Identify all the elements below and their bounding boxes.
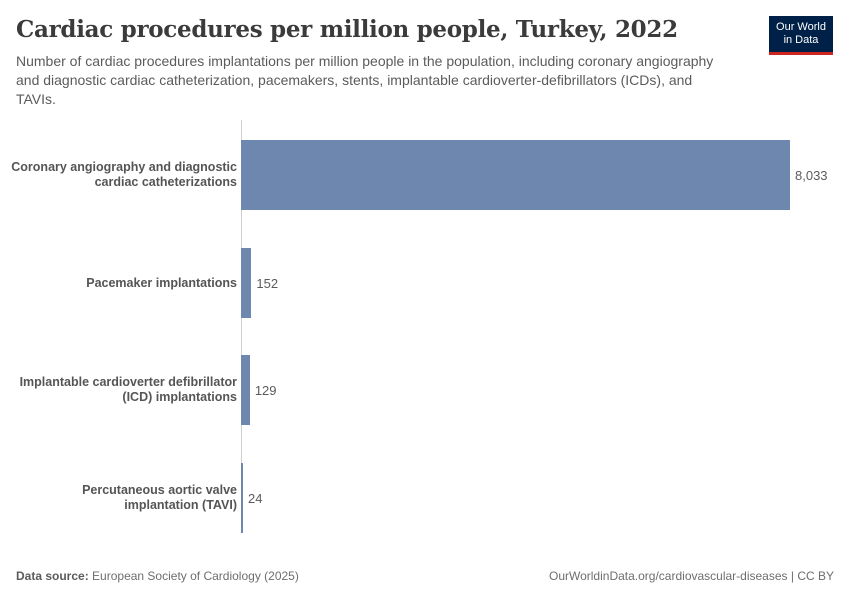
chart-title: Cardiac procedures per million people, T… [16,16,678,43]
bar-label: Coronary angiography and diagnostic card… [11,160,237,189]
source-text[interactable]: European Society of Cardiology (2025) [92,569,299,583]
bar[interactable] [241,140,790,210]
bar-row: Percutaneous aortic valve implantation (… [0,463,850,533]
bar-value: 129 [254,382,277,398]
bar-label: Implantable cardioverter defibrillator (… [19,375,237,404]
bar-value: 152 [256,275,279,291]
bar-row: Pacemaker implantations 152 [0,248,850,318]
owid-logo[interactable]: Our World in Data [769,16,833,55]
y-axis-line [241,120,242,533]
bar-label: Pacemaker implantations [86,275,237,290]
chart-subtitle: Number of cardiac procedures implantatio… [16,53,714,107]
data-source: Data source: European Society of Cardiol… [16,569,299,583]
bar[interactable] [241,248,252,318]
bar[interactable] [241,355,250,425]
source-label: Data source: [16,569,89,583]
bar-row: Implantable cardioverter defibrillator (… [0,355,850,425]
bar-value: 8,033 [795,167,828,183]
footer-url[interactable]: OurWorldinData.org/cardiovascular-diseas… [548,569,834,583]
bar-row: Coronary angiography and diagnostic card… [0,140,850,210]
logo-line1: Our World [776,21,826,33]
bar[interactable] [241,463,243,533]
bar-value: 24 [248,490,263,506]
logo-line2: in Data [783,34,819,46]
bar-label: Percutaneous aortic valve implantation (… [82,483,237,512]
